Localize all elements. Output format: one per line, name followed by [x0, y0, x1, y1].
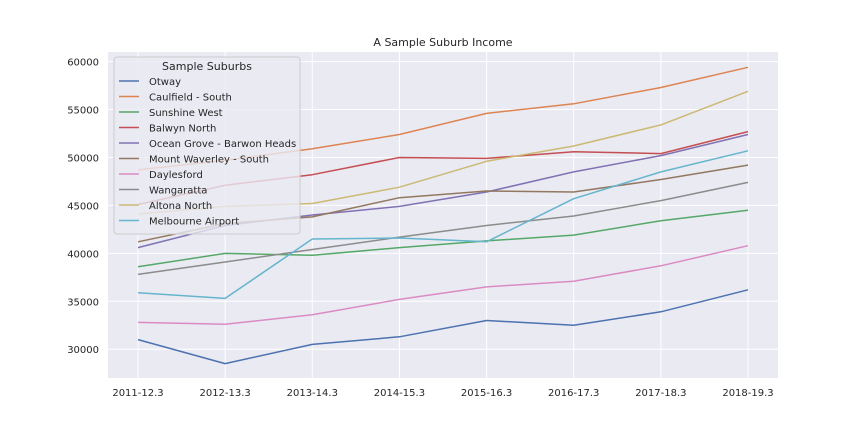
legend-box	[113, 56, 301, 235]
series-line-sunshine-west	[137, 209, 749, 268]
x-tick-label: 2012-13.3	[199, 388, 250, 399]
chart-title: A Sample Suburb Income	[373, 36, 512, 49]
legend-label: Balwyn North	[149, 124, 216, 135]
legend-label: Melbourne Airport	[149, 217, 239, 228]
y-tick-label: 30000	[67, 345, 99, 356]
legend-title: Sample Suburbs	[162, 60, 252, 73]
y-tick-label: 60000	[67, 58, 99, 69]
x-tick-label: 2015-16.3	[461, 388, 512, 399]
series-line-daylesford	[137, 244, 749, 326]
legend-label: Otway	[149, 77, 181, 88]
x-tick-label: 2018-19.3	[722, 388, 773, 399]
legend-label: Mount Waverley - South	[149, 155, 269, 166]
y-tick-label: 55000	[67, 106, 99, 117]
x-tick-labels: 2011-12.3 2012-13.3 2013-14.3 2014-15.3 2015…	[112, 388, 773, 399]
y-tick-label: 45000	[67, 201, 99, 212]
legend-label: Wangaratta	[149, 186, 207, 197]
legend: Sample Suburbs Otway Caulfield - South Suns…	[113, 56, 301, 235]
series-line-melbourne-airport	[137, 150, 749, 300]
legend-label: Ocean Grove - Barwon Heads	[149, 139, 296, 150]
x-tick-label: 2013-14.3	[287, 388, 338, 399]
legend-label: Sunshine West	[149, 108, 223, 119]
y-tick-label: 50000	[67, 153, 99, 164]
legend-label: Caulfield - South	[149, 93, 232, 104]
legend-label: Altona North	[149, 201, 212, 212]
y-tick-labels: 30000 35000 40000 45000 50000 55000 60000	[67, 58, 99, 357]
grid-lines	[108, 52, 778, 378]
y-tick-label: 40000	[67, 249, 99, 260]
x-tick-label: 2011-12.3	[112, 388, 163, 399]
y-tick-label: 35000	[67, 297, 99, 308]
x-tick-label: 2017-18.3	[635, 388, 686, 399]
series-line-wangaratta	[137, 181, 749, 276]
x-tick-label: 2014-15.3	[374, 388, 425, 399]
x-tick-label: 2016-17.3	[548, 388, 599, 399]
legend-label: Daylesford	[149, 170, 203, 181]
series-line-otway	[137, 289, 749, 365]
